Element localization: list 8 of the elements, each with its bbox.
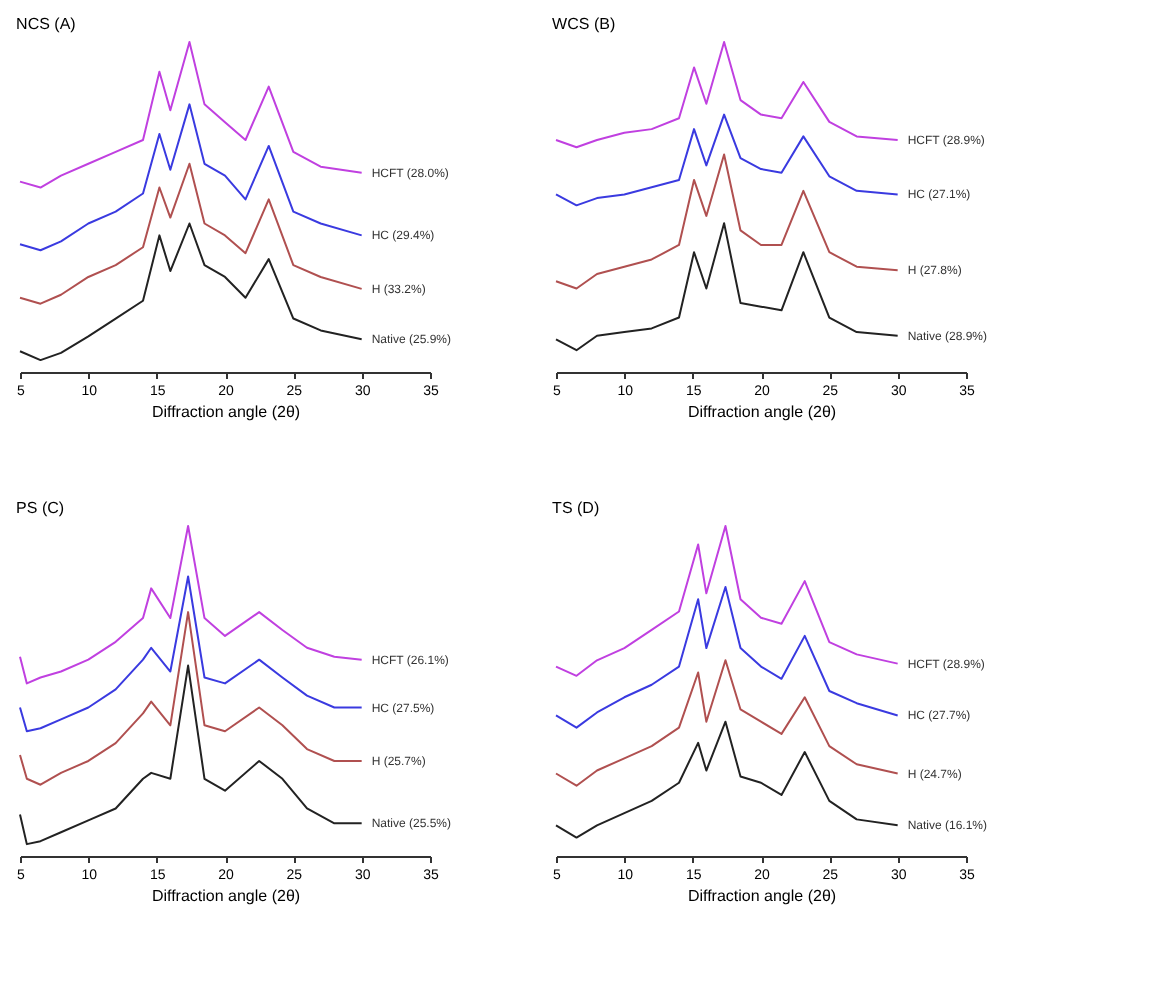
x-axis-title: Diffraction angle (2θ)	[151, 887, 301, 905]
chart-title: NCS (A)	[16, 15, 77, 33]
chart-title: PS (C)	[16, 499, 65, 517]
x-axis-title: Diffraction angle (2θ)	[687, 887, 837, 905]
x-axis-title: Diffraction angle (2θ)	[151, 403, 301, 421]
x-axis-title: Diffraction angle (2θ)	[687, 403, 837, 421]
chart-title: TS (D)	[552, 499, 600, 517]
chart-title: WCS (B)	[552, 15, 616, 33]
